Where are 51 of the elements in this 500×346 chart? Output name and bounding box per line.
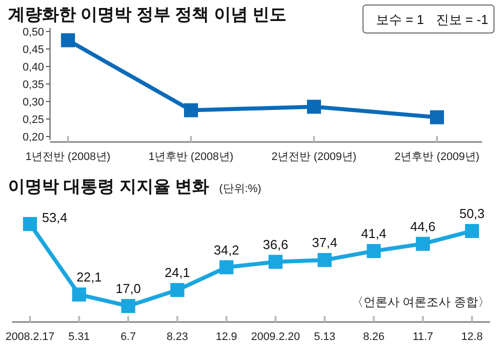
- x-tick-label: 1년후반 (2008년): [148, 151, 234, 163]
- x-tick-label: 11.7: [412, 331, 434, 343]
- data-label: 41,4: [361, 226, 386, 242]
- point: [219, 260, 234, 274]
- y-tick-label: 0,25: [22, 114, 44, 126]
- data-label: 17,0: [116, 281, 141, 296]
- data-label: 37,4: [312, 235, 338, 250]
- x-tick-label: 6.7: [120, 331, 136, 343]
- point: [318, 253, 332, 268]
- data-label: 22,1: [76, 270, 102, 285]
- y-tick-label: 0,40: [22, 62, 44, 74]
- x-tick-label: 2009.2.20: [251, 331, 300, 343]
- x-tick-label: 12.8: [461, 331, 483, 343]
- point: [416, 236, 430, 251]
- point: [465, 224, 479, 238]
- x-tick-label: 12.9: [216, 331, 238, 343]
- chart-title: 이명박 대통령 지지율 변화: [8, 177, 210, 196]
- x-tick-label: 1년전반 (2008년): [26, 151, 110, 163]
- y-tick-label: 0,35: [22, 79, 44, 91]
- point: [23, 217, 37, 231]
- x-tick-label: 5.31: [68, 331, 90, 343]
- y-tick-label: 0,30: [22, 96, 44, 108]
- point: [72, 288, 86, 302]
- text: 진보 = -1: [436, 12, 488, 27]
- chart-title: 계량화한 이명박 정부 정책 이념 빈도: [8, 5, 287, 24]
- x-tick-label: 2년후반 (2009년): [394, 151, 480, 163]
- point: [170, 283, 184, 298]
- data-label: 24,1: [164, 265, 190, 280]
- data-label: 36,6: [262, 236, 288, 252]
- x-tick-label: 2008.2.17: [6, 331, 54, 343]
- data-label: 44,6: [410, 218, 436, 234]
- data-label: 34,2: [214, 242, 240, 258]
- point: [307, 100, 321, 114]
- data-label: 50,3: [459, 206, 485, 221]
- point: [61, 33, 75, 48]
- point: [184, 103, 198, 118]
- point: [366, 244, 381, 258]
- y-tick-label: 0,20: [22, 132, 44, 144]
- chart-subtitle: (단위:%): [219, 183, 262, 195]
- text: 보수 = 1: [376, 12, 424, 27]
- y-tick-label: 0,50: [22, 26, 44, 38]
- point: [268, 254, 283, 269]
- point: [121, 299, 136, 313]
- point: [430, 110, 444, 124]
- annotation: 〈언론사 여론조사 종합〉: [351, 295, 490, 309]
- data-label: 53,4: [42, 210, 68, 225]
- x-tick-label: 5.13: [314, 331, 336, 343]
- y-tick-label: 0,45: [22, 44, 44, 56]
- x-tick-label: 8.23: [166, 331, 188, 343]
- x-tick-label: 2년전반 (2009년): [272, 151, 356, 163]
- x-tick-label: 8.26: [363, 331, 384, 343]
